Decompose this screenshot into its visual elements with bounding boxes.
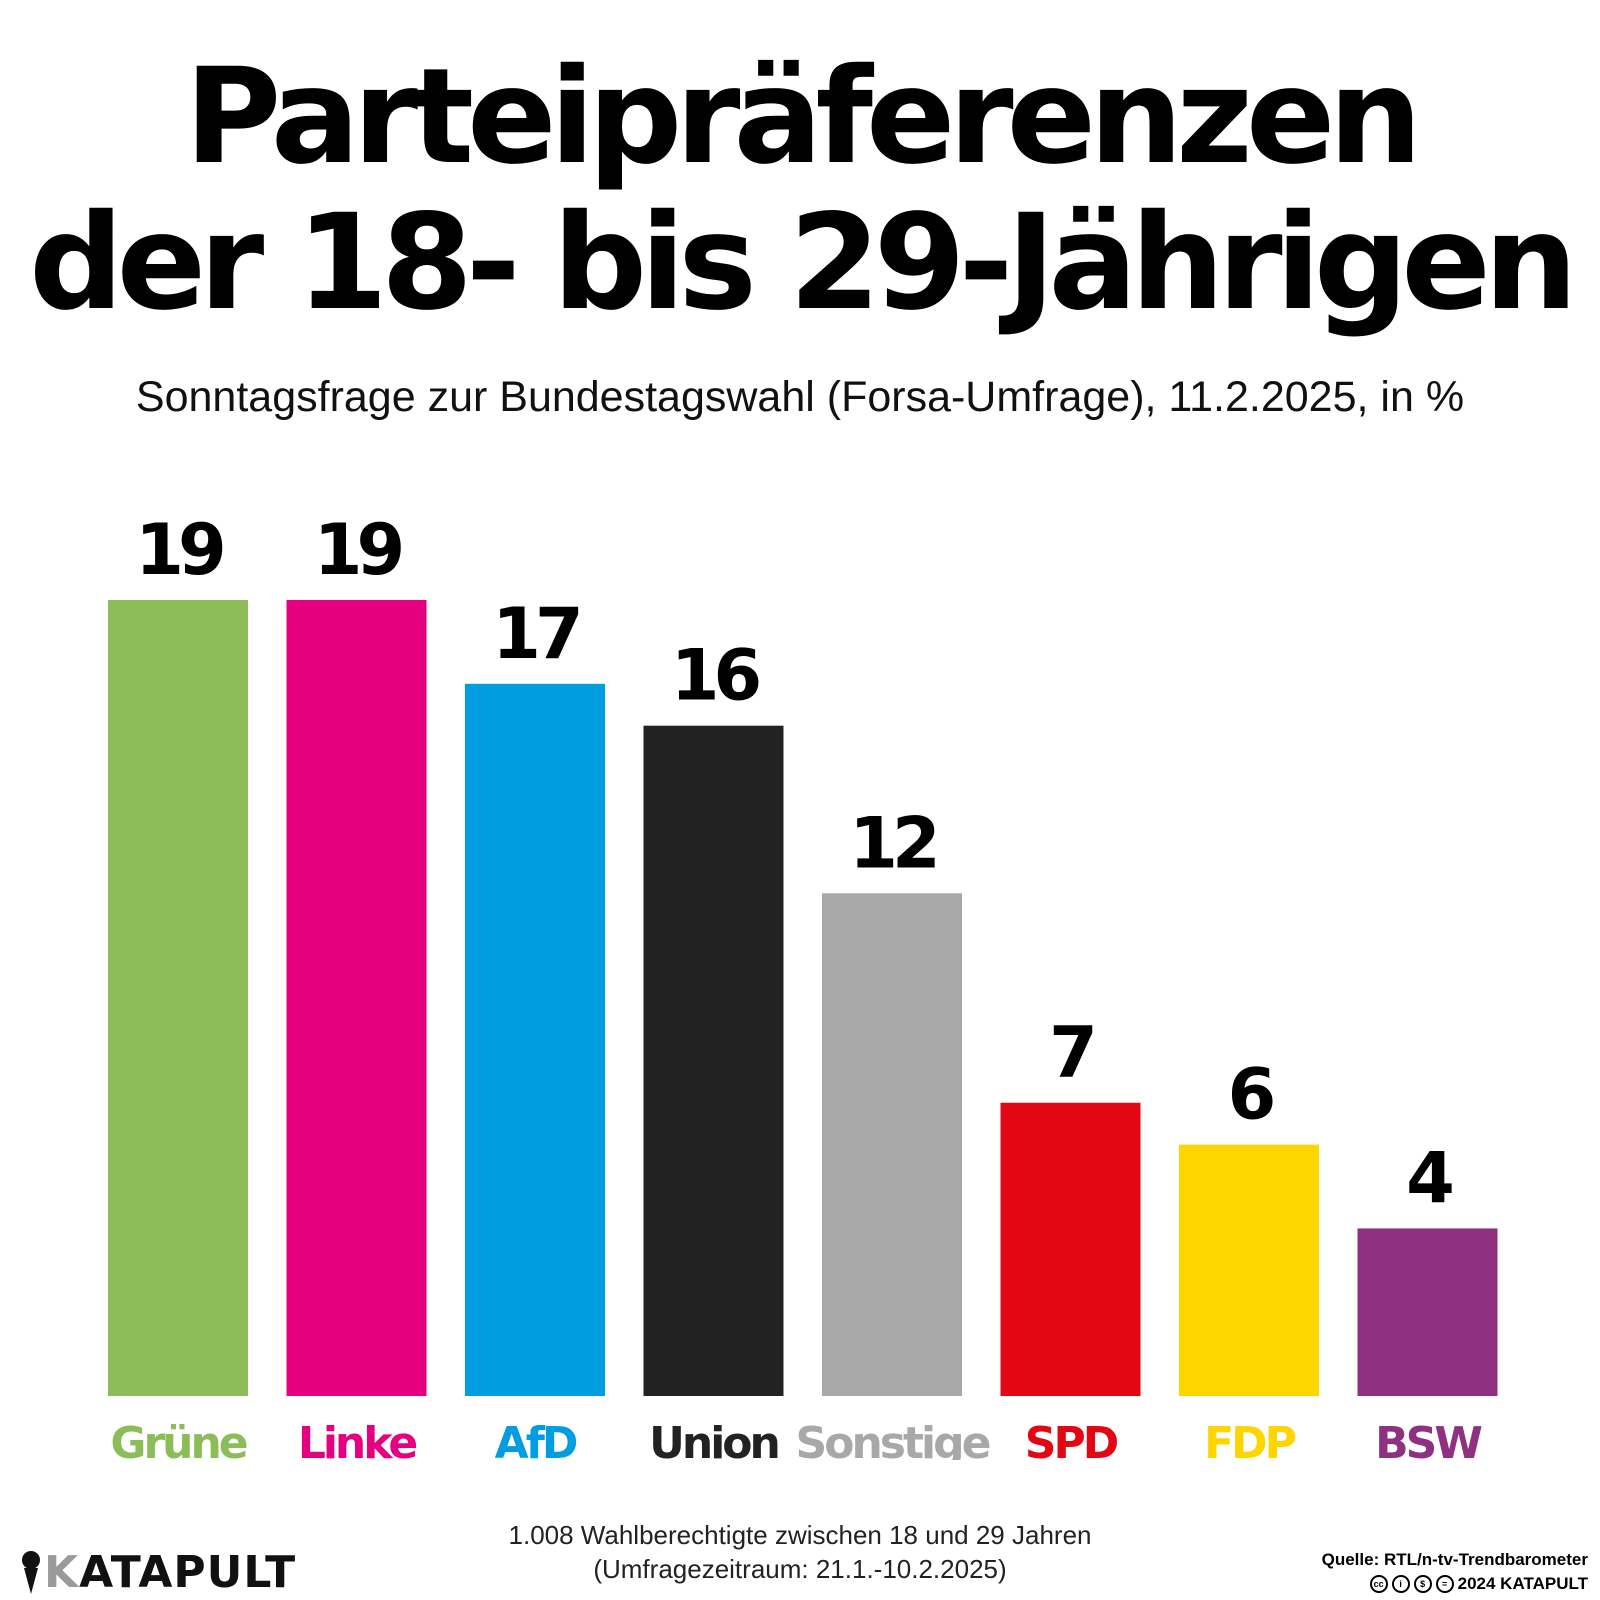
logo-rest: ATAPULT <box>79 1547 297 1598</box>
footnote-period: (Umfragezeitraum: 21.1.-10.2.2025) <box>593 1554 1007 1584</box>
value-label-spd: 7 <box>1049 1012 1093 1094</box>
katapult-logo: KATAPULT <box>18 1548 296 1598</box>
value-label-afd: 17 <box>492 593 579 675</box>
footnote: 1.008 Wahlberechtigte zwischen 18 und 29… <box>0 1518 1600 1586</box>
chart-title-line-1: Parteipräferenzen <box>184 40 1423 194</box>
value-label-linke: 19 <box>314 509 402 591</box>
source-block: Quelle: RTL/n-tv-Trendbarometer cc i $ =… <box>1322 1548 1588 1596</box>
bar-grüne <box>108 600 248 1396</box>
category-label-afd: AfD <box>495 1418 577 1460</box>
category-label-grüne: Grüne <box>110 1418 246 1460</box>
category-label-spd: SPD <box>1025 1418 1118 1460</box>
category-label-union: Union <box>649 1418 778 1460</box>
value-label-grüne: 19 <box>135 509 223 591</box>
value-label-union: 16 <box>671 635 759 717</box>
catapult-icon <box>22 1551 40 1594</box>
logo-wordmark: KATAPULT <box>44 1548 296 1598</box>
category-label-bsw: BSW <box>1375 1418 1482 1460</box>
bar-fdp <box>1179 1144 1319 1396</box>
bar-bsw <box>1357 1228 1498 1396</box>
bar-linke <box>286 600 427 1396</box>
cc-nc-icon: $ <box>1413 1575 1432 1593</box>
category-label-fdp: FDP <box>1204 1418 1296 1460</box>
cc-icon: cc <box>1369 1575 1388 1593</box>
bar-sonstige <box>822 893 962 1396</box>
value-label-fdp: 6 <box>1228 1054 1273 1136</box>
copyright-text: 2024 KATAPULT <box>1457 1574 1588 1593</box>
value-label-sonstige: 12 <box>849 802 935 884</box>
chart-title-line-2: der 18- bis 29-Jährigen <box>29 186 1578 340</box>
source-text: Quelle: RTL/n-tv-Trendbarometer <box>1321 1550 1588 1569</box>
bar-union <box>643 725 784 1396</box>
bar-chart: 19 Grüne 19 Linke 17 AfD 16 Union 12 Sonstige 7 SPD… <box>108 509 1498 1460</box>
cc-nd-icon: = <box>1435 1575 1454 1593</box>
cc-by-icon: i <box>1391 1575 1410 1593</box>
license-row: cc i $ = 2024 KATAPULT <box>1322 1572 1588 1596</box>
footnote-sample: 1.008 Wahlberechtigte zwischen 18 und 29… <box>508 1520 1092 1550</box>
category-label-linke: Linke <box>298 1418 417 1460</box>
bar-spd <box>1000 1102 1141 1396</box>
value-label-bsw: 4 <box>1406 1137 1452 1219</box>
bar-afd <box>465 683 605 1396</box>
chart-subtitle: Sonntagsfrage zur Bundestagswahl (Forsa-… <box>135 373 1465 421</box>
logo-k: K <box>44 1547 80 1598</box>
category-label-sonstige: Sonstige <box>796 1418 990 1460</box>
